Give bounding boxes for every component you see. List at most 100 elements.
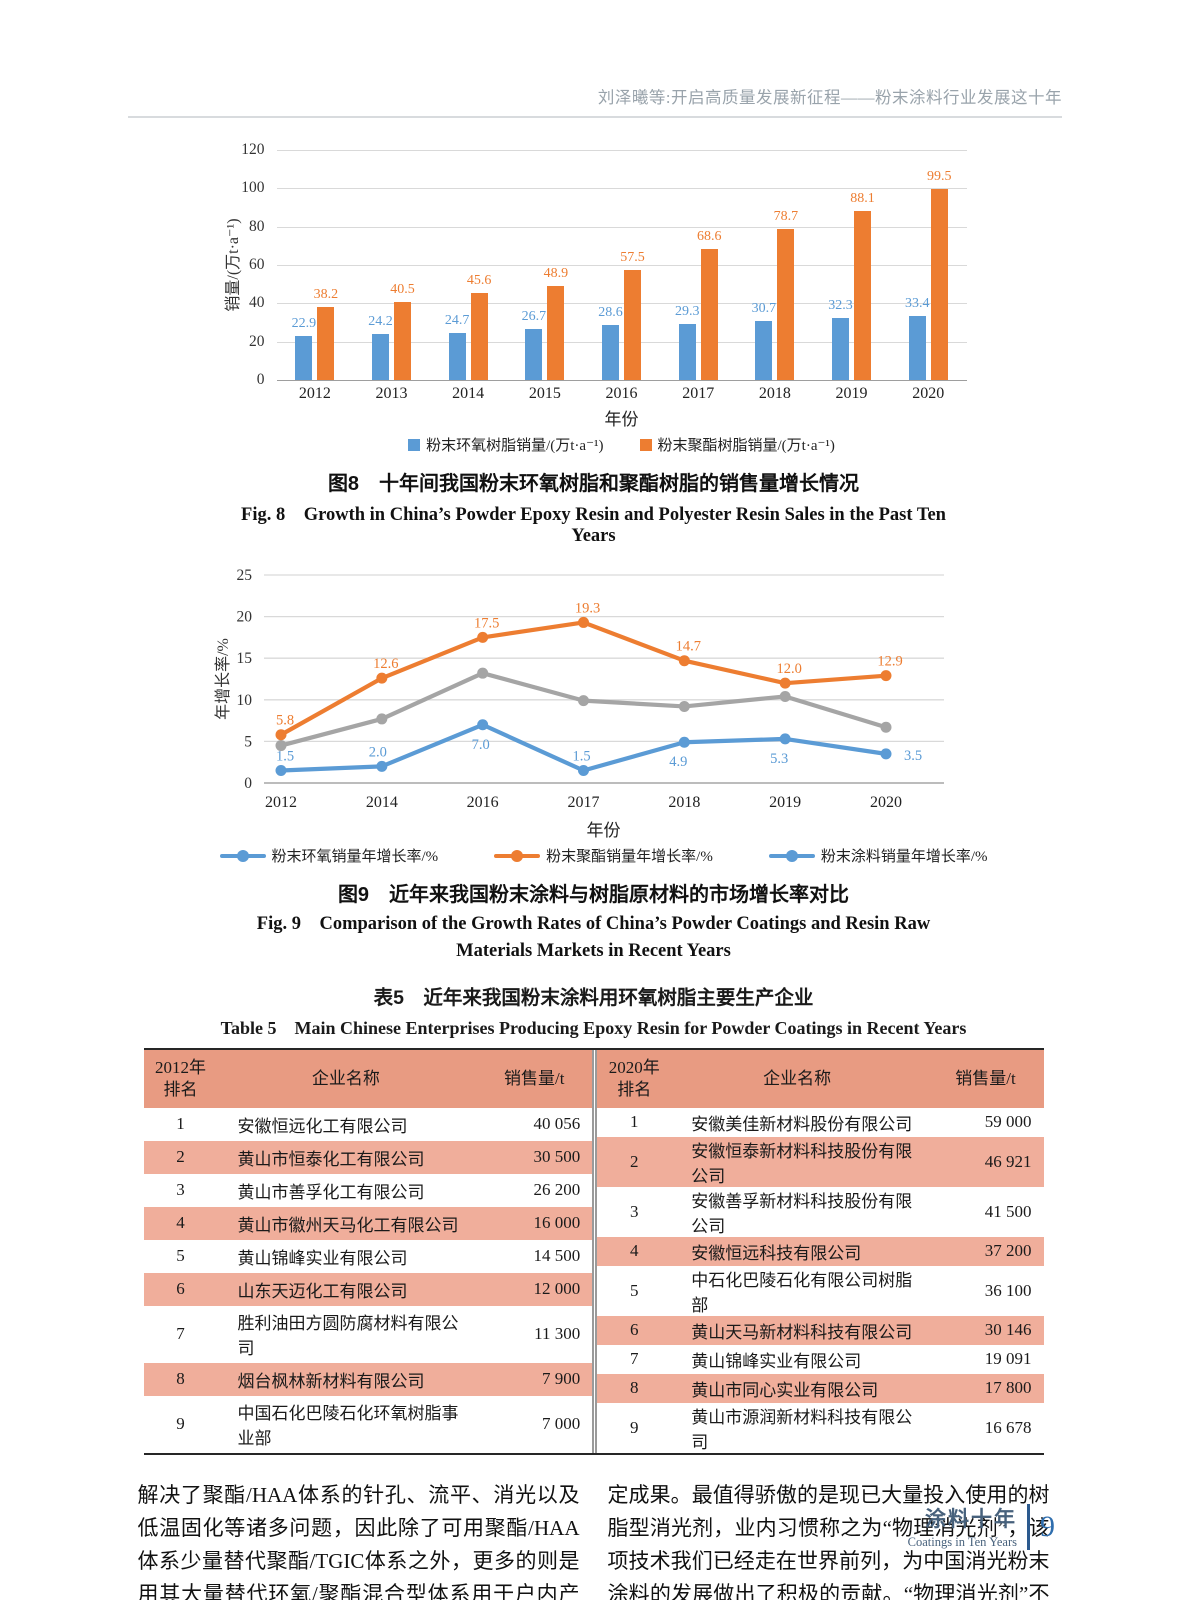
table-row: 6 黄山天马新材料科技有限公司 30 146: [594, 1315, 1044, 1345]
y-tick-label: 100: [241, 179, 265, 197]
figure-8-caption-zh: 图8 十年间我国粉末环氧树脂和聚酯树脂的销售量增长情况: [327, 473, 860, 495]
svg-text:20: 20: [236, 609, 252, 626]
company-name-cell: 安徽美佳新材料股份有限公司: [691, 1114, 913, 1134]
svg-text:年增长率/%: 年增长率/%: [214, 638, 232, 720]
gridline: [276, 265, 967, 266]
rank-cell: 6: [594, 1315, 672, 1345]
sales-cell: 41 500: [984, 1201, 1032, 1221]
polyester-bar: [777, 229, 795, 380]
figure-9-caption-zh: 图9 近年来我国粉末涂料与树脂原材料的市场增长率对比: [337, 884, 850, 906]
bar-group-2013: 24.2 40.5: [353, 150, 430, 380]
company-name-cell: 安徽恒泰新材料科技股份有限公司: [671, 1136, 927, 1187]
company-name-cell: 黄山市同心实业有限公司: [671, 1373, 927, 1403]
table-half-2012: 2012年 排名 企业名称 销售量/t 1 安徽恒远化工有限公司 40 056 2 黄山市恒泰化…: [143, 1049, 593, 1453]
header-divider: [128, 116, 1062, 118]
svg-text:0: 0: [244, 775, 252, 792]
svg-text:10: 10: [236, 692, 252, 709]
x-tick-label: 2015: [528, 385, 561, 402]
company-name-cell: 黄山市徽州天马化工有限公司: [217, 1206, 476, 1240]
gridline: [276, 341, 967, 343]
epoxy-bar: [755, 321, 773, 380]
table-row: 8 烟台枫林新材料有限公司 7 900: [143, 1362, 593, 1396]
sales-cell: 19 091: [984, 1349, 1032, 1369]
legend-dot-icon: [511, 849, 524, 862]
table-5: 2012年 排名 企业名称 销售量/t 1 安徽恒远化工有限公司 40 056 2 黄山市恒泰化…: [143, 1047, 1044, 1455]
legend-label: 粉末环氧树脂销量/(万t·a⁻¹): [426, 438, 604, 454]
bar-group-2014: 24.7 45.6: [430, 150, 507, 380]
x-tick-label: 2016: [605, 385, 638, 402]
figure-8-caption-en: Fig. 8 Growth in China’s Powder Epoxy Re…: [241, 505, 946, 546]
epoxy-bar: [372, 333, 389, 380]
epoxy-bar: [602, 325, 620, 380]
company-name-cell: 黄山锦峰实业有限公司: [237, 1248, 408, 1268]
table-5-title-en: Table 5 Main Chinese Enterprises Produci…: [220, 1017, 967, 1038]
polyester-bar: [624, 269, 642, 380]
svg-text:2012: 2012: [265, 794, 297, 811]
legend-dot-icon: [236, 849, 249, 862]
table-row: 2 安徽恒泰新材料科技股份有限公司 46 921: [594, 1136, 1044, 1187]
bar-value-label: 78.7: [773, 209, 799, 225]
epoxy-bar: [448, 332, 466, 380]
sales-cell: 16 678: [984, 1417, 1032, 1437]
bar-chart-y-axis-label: 销量/(万t·a⁻¹): [224, 218, 242, 312]
figure-8-bar-chart: 销量/(万t·a⁻¹) 0 20 40 60 80 100 120 22.9 38.2 24.2 4…: [221, 141, 967, 547]
x-tick-label: 2020: [912, 385, 945, 402]
company-name-cell: 胜利油田方圆防腐材料有限公司: [237, 1314, 459, 1359]
svg-text:19.3: 19.3: [574, 600, 599, 616]
text-column-left: 解决了聚酯/HAA体系的针孔、流平、消光以及低温固化等诸多问题，因此除了可用聚酯…: [138, 1479, 580, 1600]
bar-group-2020: 33.4 99.5: [890, 150, 967, 380]
table-row: 8 黄山市同心实业有限公司 17 800: [594, 1373, 1044, 1403]
sales-cell: 14 500: [533, 1246, 581, 1266]
legend-line-marker-icon: [219, 849, 266, 862]
bar-value-label: 29.3: [674, 303, 700, 319]
company-name-cell: 黄山市源润新材料科技有限公司: [691, 1407, 913, 1452]
table-row: 9 黄山市源润新材料科技有限公司 16 678: [595, 1403, 1044, 1453]
epoxy-bar: [295, 336, 313, 380]
polyester-bar: [317, 306, 335, 380]
bar-value-label: 48.9: [543, 266, 569, 282]
rank-cell: 1: [630, 1112, 639, 1132]
sales-cell: 30 500: [475, 1140, 593, 1174]
line-chart-legend: 粉末环氧销量年增长率/% 粉末聚酯销量年增长率/% 粉末涂料销量年增长率/%: [219, 845, 988, 866]
bar-value-label: 45.6: [466, 272, 492, 288]
legend-swatch-icon: [408, 438, 421, 451]
table-row: 2 黄山市恒泰化工有限公司 30 500: [143, 1140, 593, 1174]
table-row: 1 安徽美佳新材料股份有限公司 59 000: [595, 1108, 1044, 1137]
line-chart-plot-area: 0 5 10 15 20 25 2012 2014 2016 2017 2018 2019 2020 年增…: [214, 567, 944, 811]
rank-cell: 9: [630, 1417, 639, 1437]
sales-cell: 36 100: [984, 1280, 1032, 1300]
bar-value-label: 38.2: [313, 286, 339, 302]
rank-cell: 7: [176, 1324, 185, 1344]
rank-cell: 1: [176, 1114, 185, 1134]
text-column-right: 定成果。最值得骄傲的是现已大量投入使用的树脂型消光剂，业内习惯称之为“物理消光剂…: [608, 1479, 1050, 1600]
table-row: 3 安徽善孚新材料科技股份有限公司 41 500: [595, 1187, 1044, 1237]
sales-cell: 59 000: [984, 1112, 1032, 1132]
polyester-bar: [470, 292, 488, 380]
bar-value-label: 57.5: [620, 249, 645, 265]
table-row: 7 胜利油田方圆防腐材料有限公司 11 300: [144, 1306, 593, 1363]
y-tick-label: 80: [249, 217, 265, 235]
sales-cell: 17 800: [926, 1373, 1044, 1403]
page-number: 9: [1040, 1509, 1055, 1543]
bar-value-label: 32.3: [828, 298, 853, 314]
svg-text:2017: 2017: [567, 794, 599, 811]
svg-text:2020: 2020: [870, 794, 902, 811]
bar-value-label: 33.4: [904, 295, 930, 311]
legend-label: 粉末聚酯树脂销量/(万t·a⁻¹): [657, 438, 835, 454]
svg-text:4.9: 4.9: [669, 754, 687, 770]
bar-group-2016: 28.6 57.5: [583, 150, 660, 380]
legend-item: 粉末环氧树脂销量/(万t·a⁻¹): [408, 434, 604, 455]
legend-dot-icon: [785, 849, 798, 862]
company-name-cell: 安徽恒远化工有限公司: [237, 1116, 408, 1136]
paragraph: 解决了聚酯/HAA体系的针孔、流平、消光以及低温固化等诸多问题，因此除了可用聚酯…: [137, 1482, 580, 1600]
sales-cell: 46 921: [926, 1136, 1044, 1187]
rank-cell: 5: [630, 1280, 639, 1300]
bar-group-2018: 30.7 78.7: [737, 150, 814, 380]
svg-text:15: 15: [236, 650, 252, 667]
y-tick-label: 40: [249, 294, 265, 312]
table-row: 5 中石化巴陵石化有限公司树脂部 36 100: [595, 1266, 1044, 1316]
bar-value-label: 99.5: [926, 169, 952, 185]
epoxy-bar: [832, 318, 850, 380]
rank-cell: 3: [630, 1201, 639, 1221]
table-5-title-zh: 表5 近年来我国粉末涂料用环氧树脂主要生产企业: [373, 986, 814, 1009]
